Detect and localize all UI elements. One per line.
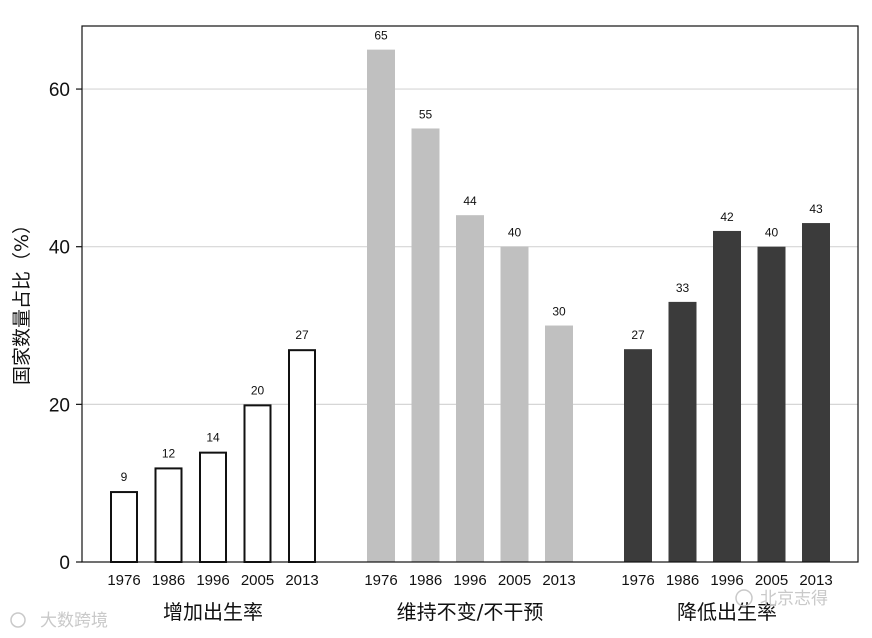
y-tick-label: 0 (59, 553, 70, 574)
x-category-label: 1986 (666, 572, 699, 589)
group-label: 增加出生率 (163, 600, 263, 624)
bar (713, 230, 741, 563)
y-tick-label: 60 (49, 80, 70, 101)
y-axis-ticks: 0 20 40 60 (49, 80, 82, 574)
data-label: 27 (295, 328, 309, 342)
bar (110, 491, 138, 564)
watermark-logo-icon (10, 612, 26, 628)
bar (367, 49, 395, 563)
y-tick-label: 40 (49, 238, 70, 259)
x-category-label: 1986 (409, 572, 442, 589)
x-category-label: 1976 (107, 572, 140, 589)
data-label: 40 (765, 226, 779, 240)
watermark-right: 北京志得 (735, 589, 828, 609)
bar (288, 349, 316, 564)
wechat-icon (735, 589, 753, 607)
bar (668, 301, 697, 562)
x-category-label: 2013 (285, 572, 318, 589)
x-category-label: 2005 (755, 572, 788, 589)
group-label: 维持不变/不干预 (397, 600, 544, 624)
watermark-left: 大数跨境 (10, 611, 108, 631)
plot-frame (81, 25, 859, 563)
bar (154, 467, 183, 564)
x-category-label: 1996 (453, 572, 486, 589)
y-axis-label: 国家数量占比（%） (11, 215, 33, 385)
x-category-label: 2005 (498, 572, 531, 589)
x-category-label: 1986 (152, 572, 185, 589)
x-category-label: 2013 (542, 572, 575, 589)
bar (243, 404, 272, 563)
data-label: 40 (508, 226, 522, 240)
y-tick-label: 20 (49, 395, 70, 416)
x-category-label: 2013 (799, 572, 832, 589)
x-category-label: 2005 (241, 572, 274, 589)
data-label: 55 (419, 107, 433, 121)
data-label: 33 (676, 281, 690, 295)
data-label: 44 (463, 194, 477, 208)
data-label: 65 (374, 29, 388, 43)
x-category-label: 1996 (710, 572, 743, 589)
x-axis-category-labels: 1976 1986 1996 2005 2013 1976 1986 1996 2005 2013… (107, 572, 832, 589)
data-label: 43 (809, 202, 823, 216)
group-label: 降低出生率 (677, 600, 777, 624)
bar (757, 246, 786, 563)
bar (545, 325, 573, 562)
group-labels: 增加出生率 维持不变/不干预 降低出生率 (163, 600, 777, 624)
x-category-label: 1996 (196, 572, 229, 589)
data-label: 27 (631, 328, 645, 342)
bar (199, 451, 227, 564)
data-labels: 9 12 14 20 27 65 55 44 40 30 27 33 42 40 43 (121, 29, 823, 484)
bar (456, 215, 484, 563)
bar (624, 349, 652, 562)
watermark-left-text: 大数跨境 (40, 611, 108, 631)
watermark-right-text: 北京志得 (760, 589, 828, 609)
bar (802, 223, 830, 562)
bar (411, 128, 440, 562)
data-label: 20 (251, 383, 265, 397)
data-label: 9 (121, 470, 128, 484)
data-label: 12 (162, 446, 176, 460)
data-label: 14 (206, 431, 220, 445)
bars (110, 49, 830, 564)
x-category-label: 1976 (364, 572, 397, 589)
x-category-label: 1976 (621, 572, 654, 589)
data-label: 30 (552, 305, 566, 319)
bar (500, 246, 529, 563)
data-label: 42 (720, 210, 734, 224)
